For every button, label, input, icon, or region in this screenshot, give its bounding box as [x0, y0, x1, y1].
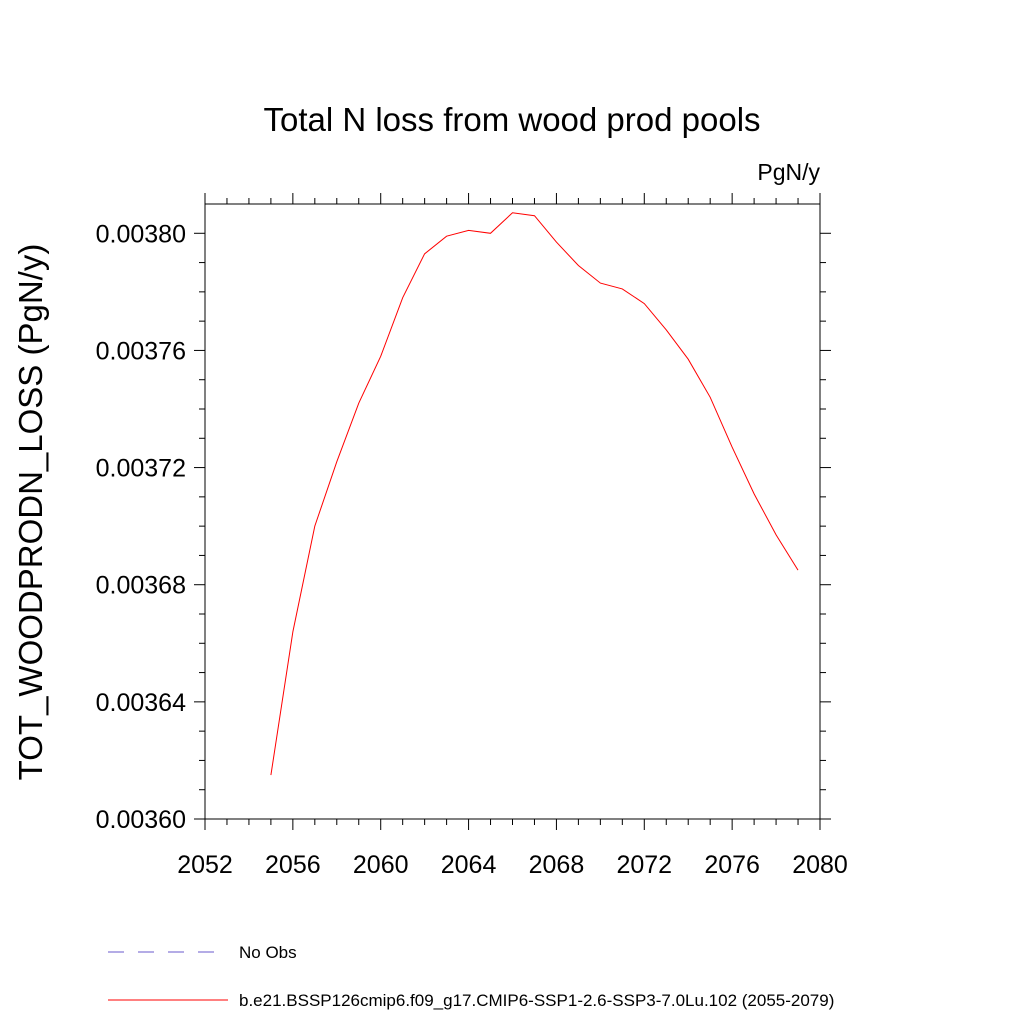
plot-frame [204, 203, 821, 820]
series-layer [270, 212, 799, 776]
x-tick-label: 2056 [265, 851, 321, 879]
x-tick-labels: 2052 2056 2060 2064 2068 2072 2076 2080 [177, 851, 848, 879]
y-tick-label: 0.00364 [96, 689, 186, 717]
y-tick-label: 0.00368 [96, 572, 186, 600]
x-tick-label: 2080 [792, 851, 848, 879]
units-label: PgN/y [757, 159, 820, 185]
x-tick-label: 2072 [616, 851, 672, 879]
legend-label-series: b.e21.BSSP126cmip6.f09_g17.CMIP6-SSP1-2.… [239, 991, 834, 1010]
legend: No Obs b.e21.BSSP126cmip6.f09_g17.CMIP6-… [108, 943, 834, 1010]
legend-label-no-obs: No Obs [239, 943, 297, 962]
x-tick-label: 2052 [177, 851, 233, 879]
axis-ticks [194, 193, 831, 830]
y-tick-labels: 0.00360 0.00364 0.00368 0.00372 0.00376 0.003… [96, 220, 186, 834]
y-tick-label: 0.00376 [96, 337, 186, 365]
x-tick-label: 2064 [441, 851, 497, 879]
y-tick-label: 0.00360 [96, 806, 186, 834]
x-tick-label: 2060 [353, 851, 409, 879]
y-tick-label: 0.00380 [96, 220, 186, 248]
chart-title: Total N loss from wood prod pools [263, 101, 760, 138]
y-tick-label: 0.00372 [96, 455, 186, 483]
x-tick-label: 2076 [704, 851, 760, 879]
y-axis-label: TOT_WOODPRODN_LOSS (PgN/y) [12, 244, 49, 781]
series-line-0 [270, 212, 799, 776]
x-tick-label: 2068 [529, 851, 585, 879]
